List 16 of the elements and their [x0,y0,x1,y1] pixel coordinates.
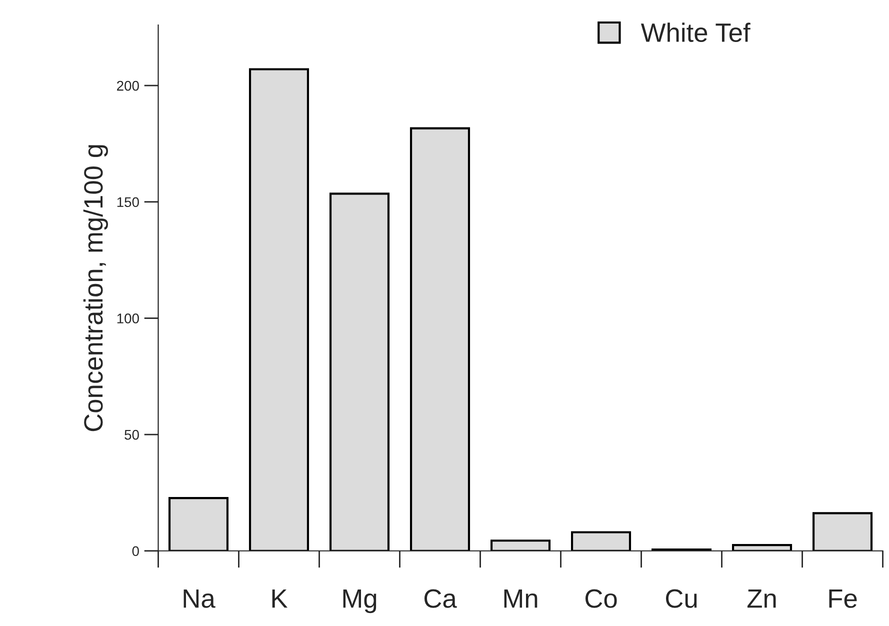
x-tick-label: Mg [343,590,376,614]
y-tick-label: 200 [117,80,139,91]
x-tick-label: Na [184,590,216,608]
y-axis-title: Concentration, mg/100 g [83,145,108,432]
legend-label: White Tef [640,22,750,42]
x-tick-label: Mn [504,590,538,608]
x-tick-label: Co [585,589,617,608]
x-tick-label: Cu [666,589,697,608]
x-tick-label: Zn [747,590,776,608]
x-tick-label: Fe [829,590,857,608]
x-tick-label: Ca [424,589,457,608]
y-tick-label: 100 [117,314,139,324]
y-tick-label: 150 [117,197,139,208]
y-tick-label: 0 [132,546,139,556]
x-tick-label: K [272,590,288,608]
y-tick-label: 50 [124,430,139,440]
